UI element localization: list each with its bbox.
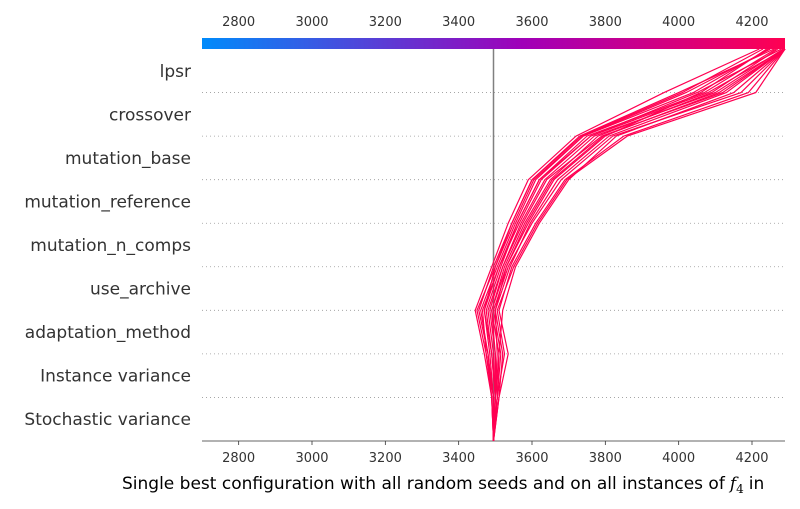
bottom-axis: 2800 3000 3200 3400 3600 3800 4000 4200 xyxy=(222,441,769,466)
decision-line xyxy=(480,48,771,441)
bottom-tick-label: 3800 xyxy=(589,451,622,466)
decision-line xyxy=(492,48,786,442)
bottom-tick-label: 4000 xyxy=(662,451,695,466)
feature-labels: lpsr crossover mutation_base mutation_refer… xyxy=(24,62,191,430)
feature-label: use_archive xyxy=(90,280,191,300)
feature-label: mutation_n_comps xyxy=(30,236,191,256)
feature-label: adaptation_method xyxy=(25,323,191,343)
decision-line xyxy=(491,48,779,442)
bottom-tick-label: 3400 xyxy=(442,451,475,466)
decision-line xyxy=(487,48,784,442)
top-tick-label: 3200 xyxy=(369,15,402,30)
decision-line xyxy=(485,48,777,442)
bottom-tick-label: 3600 xyxy=(515,451,548,466)
decision-line xyxy=(491,48,786,442)
colorbar xyxy=(202,38,785,49)
feature-label: crossover xyxy=(109,105,191,125)
decision-line xyxy=(489,48,786,442)
top-tick-label: 4200 xyxy=(735,15,768,30)
decision-line xyxy=(492,48,786,442)
top-tick-label: 3000 xyxy=(295,15,328,30)
top-tick-label: 3800 xyxy=(589,15,622,30)
decision-line xyxy=(492,48,786,442)
x-axis-label-text: Single best configuration with all rando… xyxy=(122,474,726,494)
decision-line xyxy=(492,48,768,442)
top-tick-label: 4000 xyxy=(662,15,695,30)
decision-line xyxy=(492,48,786,442)
bottom-tick-label: 3000 xyxy=(295,451,328,466)
decision-line xyxy=(478,48,764,442)
x-axis-label: Single best configuration with all rando… xyxy=(122,474,764,496)
top-tick-label: 3600 xyxy=(515,15,548,30)
feature-label: mutation_reference xyxy=(24,192,191,212)
decision-line xyxy=(492,48,786,442)
x-axis-label-suffix: in xyxy=(749,474,765,494)
x-axis-label-subscript: 4 xyxy=(736,482,744,496)
bottom-tick-label: 4200 xyxy=(735,451,768,466)
feature-label: Instance variance xyxy=(40,367,191,387)
top-tick-label: 2800 xyxy=(222,15,255,30)
decision-line xyxy=(476,48,769,441)
feature-label: mutation_base xyxy=(65,149,191,169)
feature-label: lpsr xyxy=(160,62,191,82)
decision-line xyxy=(474,48,760,442)
bottom-tick-label: 3200 xyxy=(369,451,402,466)
top-tick-label: 3400 xyxy=(442,15,475,30)
decision-lines xyxy=(474,48,786,442)
feature-label: Stochastic variance xyxy=(24,410,191,430)
bottom-tick-label: 2800 xyxy=(222,451,255,466)
decision-line xyxy=(481,48,786,442)
top-axis: 2800 3000 3200 3400 3600 3800 4000 4200 xyxy=(222,15,768,30)
x-axis-label-symbol: f xyxy=(728,474,739,494)
